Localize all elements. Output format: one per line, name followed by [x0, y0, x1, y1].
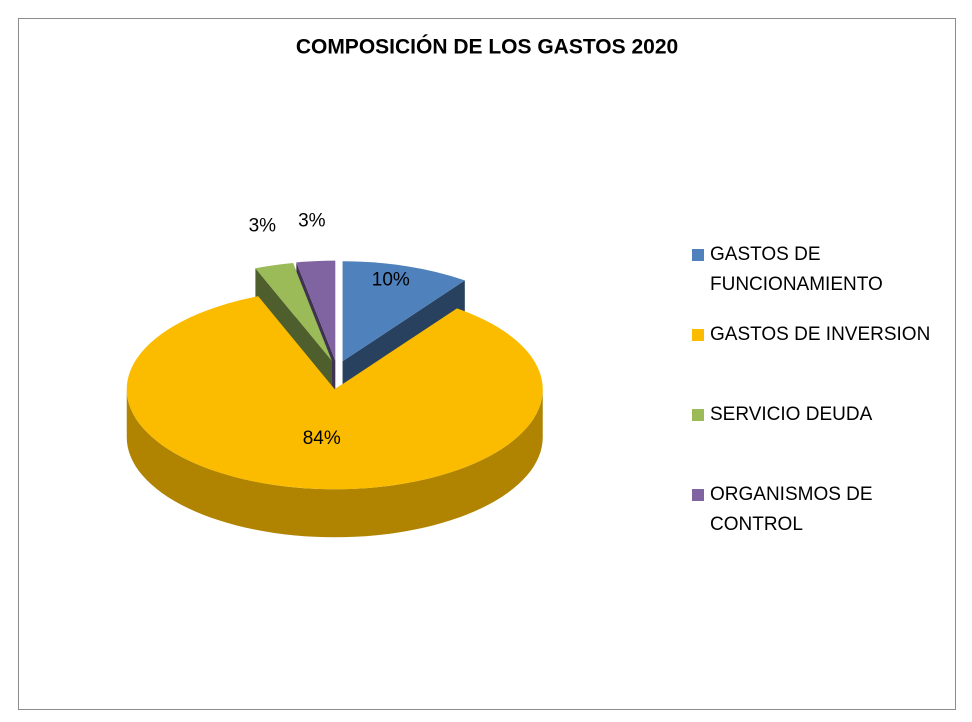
legend-swatch: [692, 489, 704, 501]
data-label: 3%: [298, 210, 326, 231]
legend-item: SERVICIO DEUDA: [692, 400, 944, 480]
slice-side: [126, 389, 543, 538]
legend: GASTOS DE FUNCIONAMIENTO GASTOS DE INVERS…: [692, 240, 944, 560]
slice-top: [126, 296, 543, 490]
legend-item: GASTOS DE INVERSION: [692, 320, 944, 400]
legend-swatch: [692, 249, 704, 261]
legend-swatch: [692, 329, 704, 341]
slice: [126, 296, 543, 538]
data-label: 10%: [372, 269, 410, 290]
legend-label: GASTOS DE INVERSION: [710, 324, 931, 345]
chart-title: COMPOSICIÓN DE LOS GASTOS 2020: [296, 35, 678, 59]
slice-top: [342, 261, 465, 362]
slice-top: [296, 260, 336, 361]
data-label: 84%: [303, 428, 341, 449]
legend-label: ORGANISMOS DE CONTROL: [710, 484, 873, 535]
legend-swatch: [692, 409, 704, 421]
legend-item: GASTOS DE FUNCIONAMIENTO: [692, 240, 944, 320]
legend-item: ORGANISMOS DE CONTROL: [692, 480, 944, 560]
legend-label: GASTOS DE FUNCIONAMIENTO: [710, 244, 883, 295]
slice-top: [255, 262, 332, 362]
data-label: 3%: [249, 216, 277, 237]
legend-label: SERVICIO DEUDA: [710, 404, 873, 425]
